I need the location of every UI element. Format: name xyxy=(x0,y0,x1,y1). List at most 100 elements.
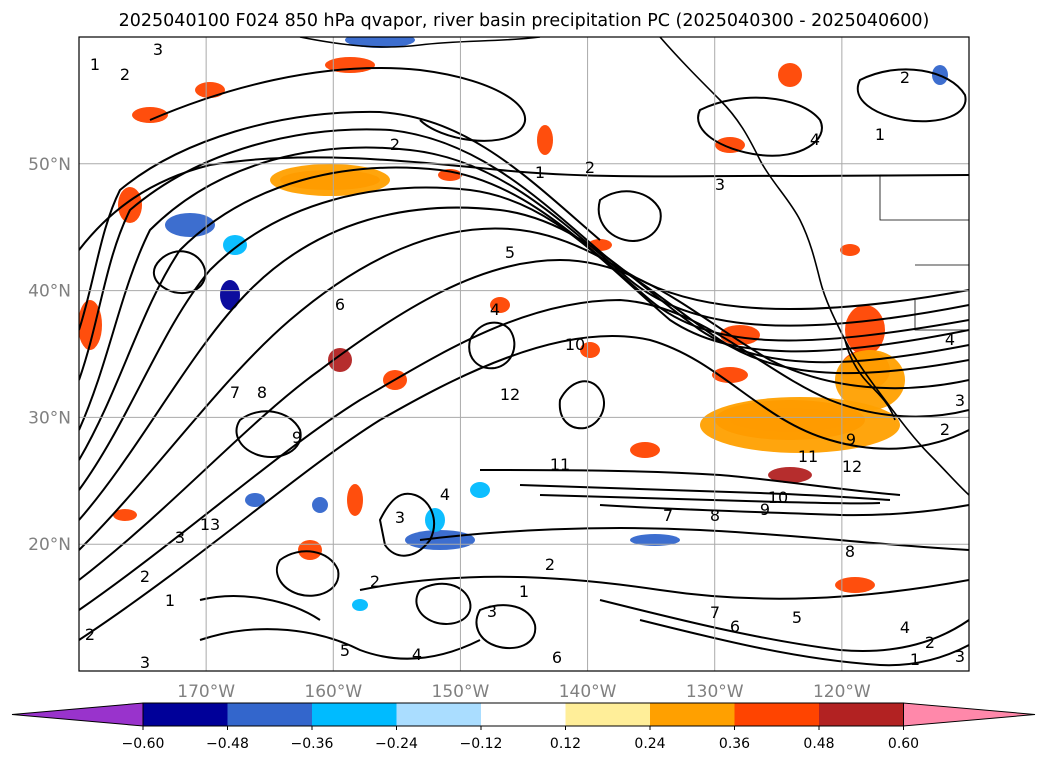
colorbar-segment xyxy=(312,703,397,726)
colorbar-tick-label: −0.24 xyxy=(375,736,418,752)
contour-label: 11 xyxy=(798,447,818,466)
contour-label: 1 xyxy=(90,55,100,74)
colorbar-extend-max xyxy=(903,702,1036,727)
contour-line xyxy=(415,582,472,625)
contour-line xyxy=(149,67,527,142)
longitude-labels: 170°W 160°W 150°W 140°W 130°W 120°W xyxy=(177,682,871,702)
latitude-labels: 50°N 40°N 30°N 20°N xyxy=(28,155,71,555)
contour-line xyxy=(79,128,969,381)
contour-line xyxy=(378,492,435,557)
precip-blob xyxy=(132,107,168,123)
lon-tick-label: 120°W xyxy=(813,682,871,702)
coast-path xyxy=(659,37,969,496)
colorbar-tick-label: 0.60 xyxy=(888,736,919,752)
precip-blob xyxy=(347,484,363,516)
contour-line xyxy=(79,156,969,251)
contour-label: 3 xyxy=(955,391,965,410)
lat-tick-label: 50°N xyxy=(28,155,71,175)
contour-line xyxy=(79,166,969,461)
precip-blob xyxy=(425,508,445,532)
chart-title: 2025040100 F024 850 hPa qvapor, river ba… xyxy=(119,11,930,31)
contour-label: 2 xyxy=(900,68,910,87)
contour-label: 3 xyxy=(175,528,185,547)
precip-blob xyxy=(270,164,390,196)
qvapor-contours xyxy=(79,67,969,667)
contour-line xyxy=(597,190,662,242)
coastline xyxy=(299,37,969,496)
contour-label: 4 xyxy=(440,485,450,504)
contour-line xyxy=(275,550,340,597)
precip-blob xyxy=(580,342,600,358)
contour-line xyxy=(235,410,302,458)
contour-label: 3 xyxy=(715,175,725,194)
contour-label: 2 xyxy=(545,555,555,574)
contour-label: 1 xyxy=(535,163,545,182)
contour-label: 7 xyxy=(230,383,240,402)
contour-line xyxy=(152,250,207,295)
colorbar-tick-label: −0.36 xyxy=(291,736,334,752)
precip-blob xyxy=(223,235,247,255)
precip-blob xyxy=(778,63,802,87)
colorbar-tick-label: −0.12 xyxy=(460,736,503,752)
precip-blob xyxy=(352,599,368,611)
contour-label: 2 xyxy=(940,420,950,439)
contour-label: 2 xyxy=(390,135,400,154)
contour-label: 2 xyxy=(370,572,380,591)
contour-label: 4 xyxy=(900,618,910,637)
precip-blob xyxy=(537,125,553,155)
contour-label: 4 xyxy=(810,130,820,149)
colorbar-extend-min xyxy=(11,702,144,727)
lon-tick-label: 130°W xyxy=(686,682,744,702)
contour-line xyxy=(856,68,967,123)
contour-label: 5 xyxy=(792,608,802,627)
colorbar-segment xyxy=(734,703,819,726)
contour-line xyxy=(697,96,823,157)
contour-label: 1 xyxy=(910,650,920,669)
contour-label: 6 xyxy=(552,648,562,667)
contour-line xyxy=(79,146,969,431)
contour-line xyxy=(539,494,881,505)
precip-blob xyxy=(712,367,748,383)
map-frame xyxy=(78,36,970,672)
precip-blob xyxy=(245,493,265,507)
contour-label: 5 xyxy=(505,243,515,262)
contour-label: 2 xyxy=(925,633,935,652)
state-borders xyxy=(879,174,969,331)
alaska-path xyxy=(299,37,541,48)
precip-blob xyxy=(630,442,660,458)
colorbar-tick-label: 0.48 xyxy=(803,736,834,752)
colorbar-tick-label: −0.48 xyxy=(206,736,249,752)
contour-line xyxy=(79,206,969,521)
contour-line xyxy=(519,484,891,501)
precip-blob xyxy=(328,348,352,372)
contour-label: 3 xyxy=(955,647,965,666)
contour-label: 4 xyxy=(490,300,500,319)
contour-label: 2 xyxy=(585,158,595,177)
contour-label: 9 xyxy=(846,430,856,449)
contour-label: 2 xyxy=(85,625,95,644)
contour-label: 4 xyxy=(412,645,422,664)
contour-line xyxy=(199,628,481,660)
precip-blob xyxy=(700,397,900,453)
contour-line xyxy=(359,575,969,600)
precip-blob xyxy=(298,540,322,560)
contour-label: 8 xyxy=(257,383,267,402)
precip-blob xyxy=(220,280,240,310)
precip-blob xyxy=(405,530,475,550)
precip-blob xyxy=(768,467,812,483)
colorbar-segment xyxy=(396,703,481,726)
contour-label: 1 xyxy=(165,591,175,610)
colorbar-segment xyxy=(565,703,650,726)
contour-label: 11 xyxy=(550,455,570,474)
contour-label: 2 xyxy=(120,65,130,84)
contour-label: 8 xyxy=(845,542,855,561)
contour-label: 8 xyxy=(710,506,720,525)
contour-label: 10 xyxy=(565,335,585,354)
lon-tick-label: 140°W xyxy=(559,682,617,702)
contour-line xyxy=(79,110,601,331)
precip-blob xyxy=(118,187,142,223)
baja-path xyxy=(844,339,896,421)
contour-label: 3 xyxy=(140,653,150,672)
precip-blob xyxy=(835,577,875,593)
